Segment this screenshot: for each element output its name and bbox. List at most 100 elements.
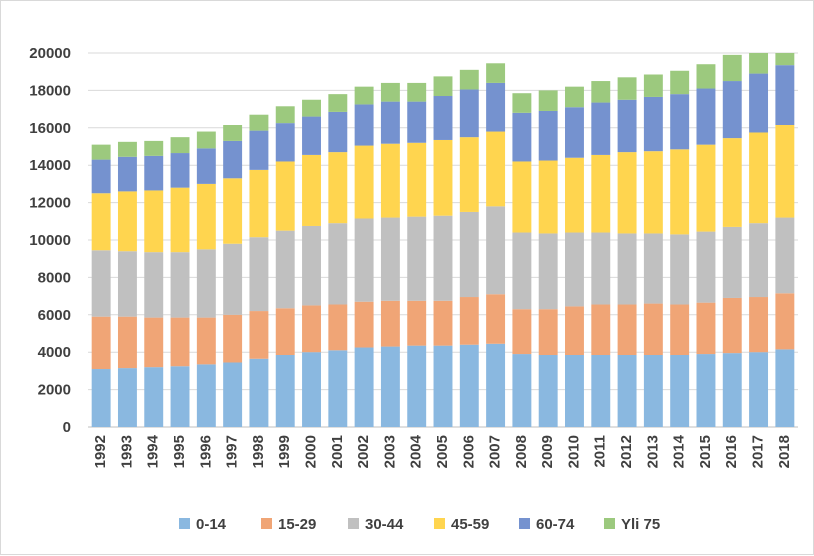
- bar-45-59-2014: [670, 149, 690, 235]
- bar-30-44-2007: [486, 206, 506, 295]
- bar-30-44-1995: [170, 252, 190, 318]
- bar-45-59-2001: [328, 152, 348, 224]
- bar-45-59-2007: [486, 131, 506, 207]
- bar-30-44-1999: [275, 230, 295, 309]
- legend-swatch: [348, 518, 359, 529]
- bar-0-14-2010: [565, 355, 584, 427]
- bar-60-74-2012: [617, 99, 637, 153]
- y-tick-label: 18000: [29, 82, 71, 99]
- bar-60-74-1997: [223, 140, 243, 179]
- bar-0-14-2003: [380, 346, 400, 427]
- x-axis-tick-labels: 1992 1993 1994 1995 1996 1997 1998 1999 2000 2001…: [92, 434, 793, 468]
- bar-30-44-1997: [223, 243, 243, 315]
- x-tick-label: 1994: [145, 434, 162, 468]
- bar-30-44-2006: [459, 211, 479, 298]
- bar-30-44-1996: [196, 249, 216, 318]
- bar-60-74-2016: [722, 81, 742, 139]
- bar-yli-75-2014: [670, 70, 690, 95]
- bar-45-59-2000: [302, 154, 321, 226]
- bar-yli-75-2009: [538, 90, 558, 111]
- bar-0-14-2012: [617, 355, 637, 427]
- bar-45-59-1995: [170, 187, 190, 253]
- bar-30-44-2000: [302, 225, 321, 306]
- bar-30-44-2014: [670, 234, 690, 305]
- bar-15-29-2001: [328, 304, 348, 351]
- bar-45-59-2015: [696, 144, 716, 232]
- bar-0-14-2009: [538, 355, 558, 427]
- bar-30-44-1993: [117, 251, 137, 317]
- bar-45-59-2016: [722, 138, 742, 227]
- bar-60-74-2015: [696, 88, 716, 145]
- legend-swatch: [179, 518, 190, 529]
- x-tick-label: 2015: [697, 435, 714, 468]
- bar-15-29-2000: [302, 305, 321, 353]
- bar-0-14-2008: [512, 354, 532, 427]
- x-tick-label: 1999: [276, 435, 293, 468]
- x-tick-label: 2016: [723, 435, 740, 468]
- bar-30-44-2017: [749, 223, 769, 298]
- legend-label: Yli 75: [621, 516, 660, 533]
- bar-60-74-2017: [749, 73, 769, 133]
- x-tick-label: 2009: [539, 435, 556, 468]
- bar-45-59-2004: [407, 142, 427, 217]
- bar-yli-75-2012: [617, 77, 637, 100]
- bar-0-14-1993: [117, 368, 137, 427]
- bar-yli-75-2000: [302, 99, 321, 117]
- legend-swatch: [604, 518, 615, 529]
- bar-yli-75-2005: [433, 76, 453, 97]
- bar-15-29-2011: [591, 304, 611, 355]
- bar-60-74-1998: [249, 130, 269, 170]
- bar-45-59-1997: [223, 178, 243, 244]
- bar-0-14-2013: [643, 355, 663, 427]
- bar-yli-75-1992: [91, 144, 111, 160]
- bar-0-14-2005: [433, 345, 453, 427]
- bar-15-29-2005: [433, 300, 453, 346]
- bar-30-44-2008: [512, 232, 532, 310]
- bar-45-59-2002: [354, 145, 374, 219]
- x-tick-label: 1998: [250, 435, 267, 468]
- bar-45-59-2018: [775, 125, 795, 218]
- bar-0-14-2000: [302, 352, 321, 427]
- bar-60-74-1994: [144, 155, 164, 191]
- bar-60-74-2009: [538, 110, 558, 161]
- bar-15-29-2018: [775, 293, 795, 350]
- bar-60-74-2005: [433, 96, 453, 140]
- bar-60-74-2014: [670, 94, 690, 150]
- bar-15-29-2013: [643, 303, 663, 356]
- bar-30-44-2011: [591, 232, 611, 305]
- legend-swatch: [519, 518, 530, 529]
- bar-30-44-2010: [565, 232, 584, 307]
- bar-15-29-2015: [696, 302, 716, 355]
- bar-30-44-1994: [144, 252, 164, 318]
- bar-15-29-2016: [722, 297, 742, 354]
- bar-yli-75-1998: [249, 114, 269, 131]
- bar-0-14-2002: [354, 347, 374, 427]
- bar-30-44-2002: [354, 218, 374, 302]
- bar-0-14-1999: [275, 355, 295, 427]
- bar-15-29-2003: [380, 300, 400, 347]
- x-tick-label: 2000: [302, 435, 319, 468]
- bar-60-74-2013: [643, 96, 663, 152]
- bar-yli-75-1995: [170, 137, 190, 154]
- x-tick-label: 2001: [329, 435, 346, 468]
- bar-0-14-2004: [407, 345, 427, 427]
- bar-0-14-1995: [170, 366, 190, 427]
- bar-0-14-1998: [249, 358, 269, 427]
- bar-yli-75-2016: [722, 54, 742, 82]
- bar-0-14-1996: [196, 364, 216, 427]
- bar-15-29-2008: [512, 309, 532, 355]
- bar-45-59-2008: [512, 161, 532, 233]
- bar-60-74-2011: [591, 102, 611, 155]
- y-tick-label: 20000: [29, 45, 71, 62]
- bar-0-14-2007: [486, 343, 506, 427]
- bar-60-74-1999: [275, 123, 295, 162]
- bar-60-74-2000: [302, 116, 321, 155]
- y-tick-label: 4000: [38, 344, 71, 361]
- bar-45-59-2013: [643, 151, 663, 234]
- bar-30-44-1998: [249, 237, 269, 312]
- bar-0-14-2011: [591, 355, 611, 427]
- bar-30-44-2015: [696, 231, 716, 303]
- x-tick-label: 1992: [92, 435, 109, 468]
- y-tick-label: 10000: [29, 232, 71, 249]
- bar-yli-75-2003: [380, 82, 400, 102]
